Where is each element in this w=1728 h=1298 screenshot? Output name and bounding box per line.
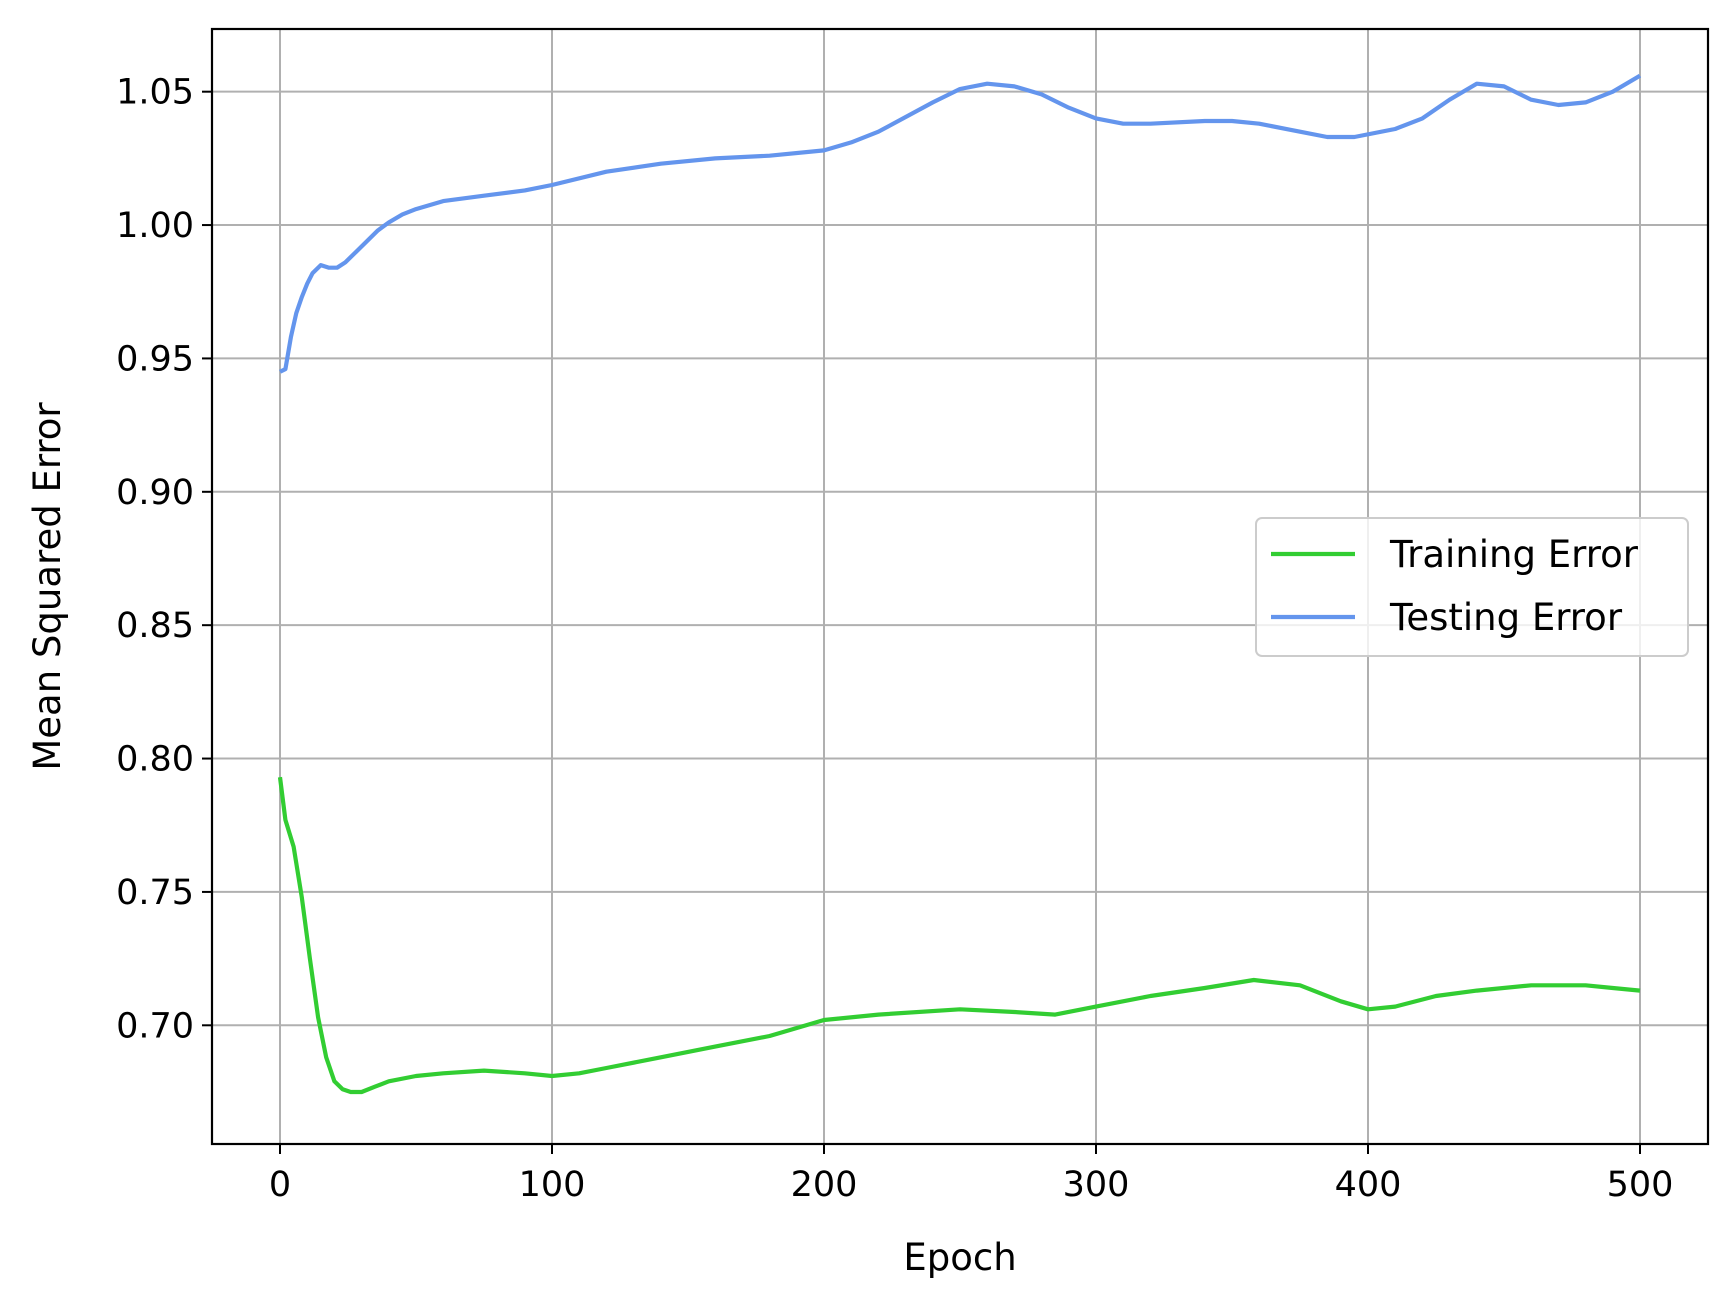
x-tick-label: 100 xyxy=(519,1165,586,1205)
y-axis-title: Mean Squared Error xyxy=(26,402,69,771)
series-line-training-error xyxy=(277,776,1641,1095)
x-tick-label: 300 xyxy=(1063,1165,1130,1205)
y-tick-label: 0.85 xyxy=(116,606,194,646)
y-tick-label: 0.90 xyxy=(116,473,194,513)
y-tick-label: 1.05 xyxy=(116,73,194,113)
series-line-testing-error xyxy=(279,73,1642,374)
x-tick-label: 400 xyxy=(1335,1165,1402,1205)
plot-frame xyxy=(210,27,1710,1146)
legend: Training Error Testing Error xyxy=(1255,517,1689,657)
x-tick-label: 0 xyxy=(269,1165,291,1205)
y-tick-label: 0.95 xyxy=(116,339,194,379)
series-layer xyxy=(277,73,1642,1095)
y-tick-label: 0.80 xyxy=(116,740,194,780)
x-tick-label: 200 xyxy=(791,1165,858,1205)
x-tick-label: 500 xyxy=(1607,1165,1674,1205)
x-axis-title: Epoch xyxy=(903,1236,1016,1279)
y-tick-label: 1.00 xyxy=(116,206,194,246)
y-tick-label: 0.70 xyxy=(116,1006,194,1046)
legend-label: Training Error xyxy=(1389,533,1639,576)
y-tick-label: 0.75 xyxy=(116,873,194,913)
legend-label: Testing Error xyxy=(1389,596,1623,639)
legend-box xyxy=(1255,517,1689,657)
x-axis-ticks: 0 100 200 300 400 500 xyxy=(269,1144,1674,1205)
y-axis-ticks: 0.70 0.75 0.80 0.85 0.90 0.95 1.00 1.05 xyxy=(116,73,212,1046)
